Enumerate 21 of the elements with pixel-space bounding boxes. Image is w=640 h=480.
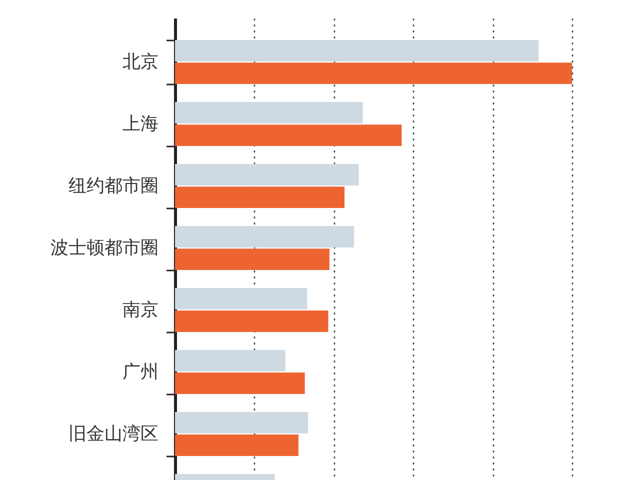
y-tick-label: 波士顿都市圈 <box>50 238 158 258</box>
bar <box>175 288 308 310</box>
y-tick-label: 北京 <box>122 52 158 72</box>
bar <box>175 412 308 434</box>
bar <box>175 124 402 146</box>
bar <box>175 40 539 62</box>
bar <box>175 62 572 84</box>
bar <box>175 310 328 332</box>
y-tick-label: 上海 <box>122 114 158 134</box>
bar <box>175 248 330 270</box>
y-tick-label: 旧金山湾区 <box>68 423 158 444</box>
y-tick-label: 纽约都市圈 <box>68 176 158 196</box>
y-tick-label: 南京 <box>122 300 158 320</box>
bar <box>175 350 286 372</box>
bar <box>175 372 305 394</box>
bar <box>175 434 298 456</box>
bar <box>175 226 354 248</box>
y-tick-label: 广州 <box>122 361 158 382</box>
bar <box>175 102 363 124</box>
bar <box>175 164 359 186</box>
bar <box>175 186 345 208</box>
